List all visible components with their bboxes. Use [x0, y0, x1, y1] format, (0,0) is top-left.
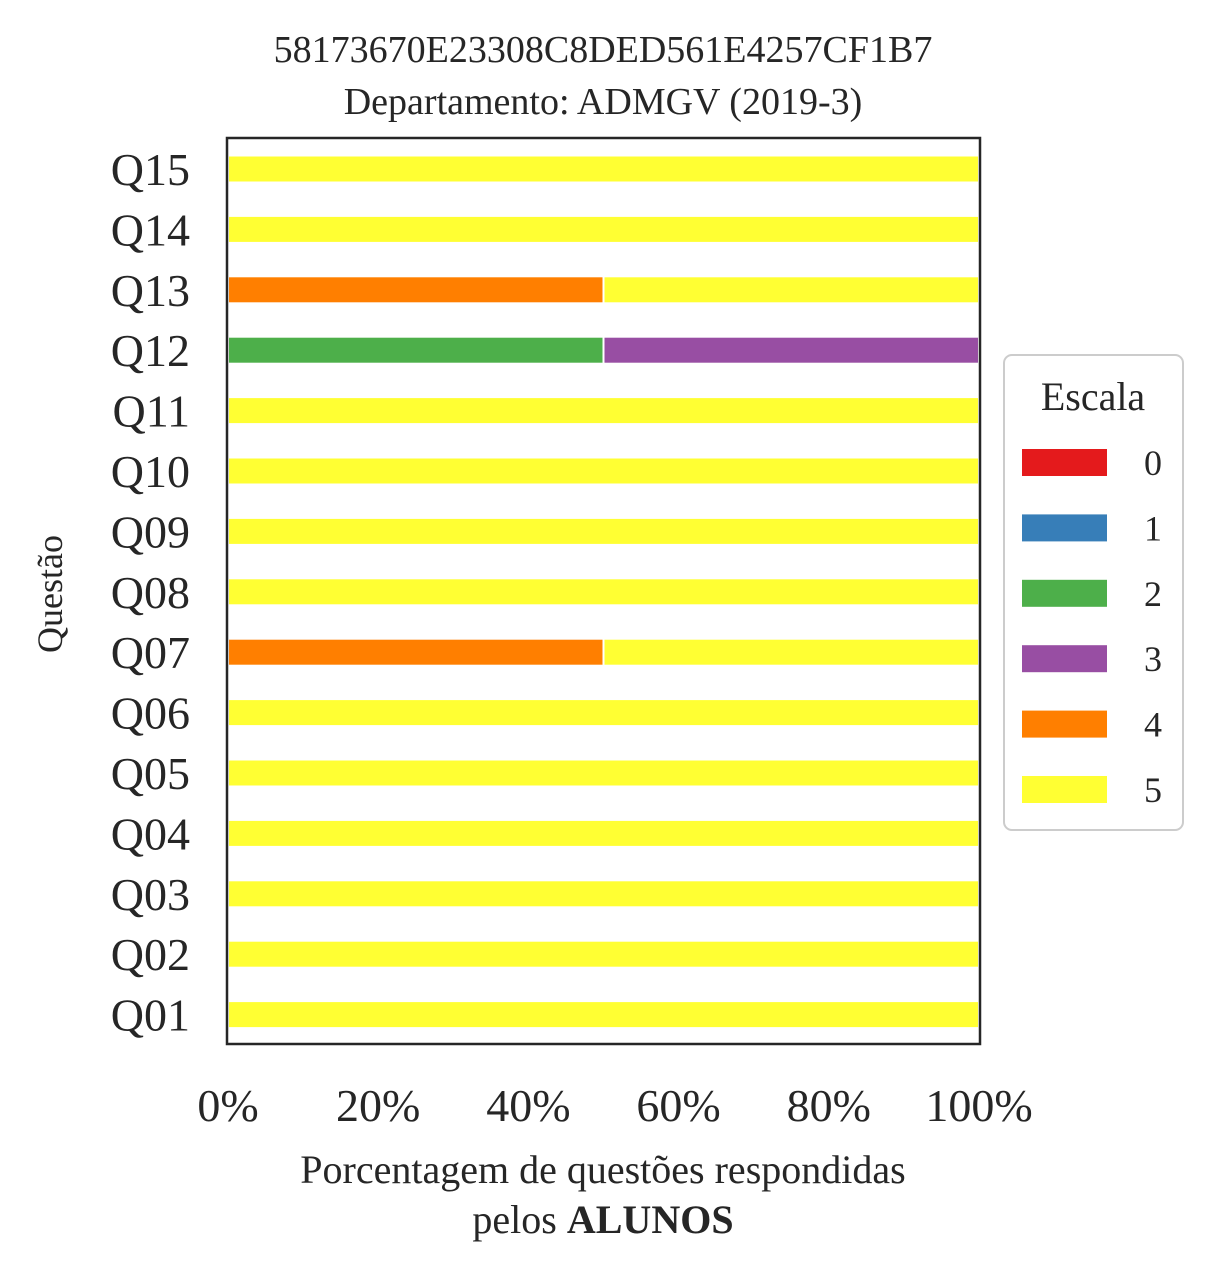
bar-q12-escala-2 — [227, 335, 605, 365]
legend-swatch-5 — [1022, 776, 1107, 803]
y-tick-label-q15: Q15 — [111, 144, 190, 195]
y-tick-label-q02: Q02 — [111, 929, 190, 980]
bar-q14-escala-5 — [227, 214, 980, 244]
bar-q07-escala-4 — [227, 637, 605, 667]
x-tick-label-20: 20% — [336, 1080, 420, 1131]
x-tick-label-60: 60% — [636, 1080, 720, 1131]
legend-label-5: 5 — [1144, 770, 1162, 810]
legend-swatch-3 — [1022, 645, 1107, 673]
y-tick-label-q06: Q06 — [111, 688, 190, 739]
y-tick-label-q03: Q03 — [111, 869, 190, 920]
y-tick-label-q05: Q05 — [111, 748, 190, 799]
bar-q04-escala-5 — [227, 818, 980, 848]
bar-q13-escala-5 — [602, 275, 980, 305]
y-tick-label-q01: Q01 — [111, 990, 190, 1041]
legend-items: 0 1 2 3 4 5 — [1022, 443, 1162, 810]
bar-q10-escala-5 — [227, 456, 980, 486]
legend-label-4: 4 — [1144, 705, 1162, 745]
y-axis-label: Questão — [30, 535, 70, 653]
legend-label-1: 1 — [1144, 508, 1162, 548]
legend-swatch-1 — [1022, 514, 1107, 542]
bar-q15-escala-5 — [227, 154, 980, 184]
bar-q02-escala-5 — [227, 939, 980, 969]
chart-subtitle: Departamento: ADMGV (2019-3) — [344, 81, 863, 123]
legend-swatch-0 — [1022, 449, 1107, 476]
legend: Escala 0 1 2 3 4 5 — [1003, 354, 1184, 831]
bar-q08-escala-5 — [227, 577, 980, 607]
y-tick-label-q10: Q10 — [111, 446, 190, 497]
x-tick-labels: 0% 20% 40% 60% 80% 100% — [197, 1080, 1032, 1131]
x-tick-label-80: 80% — [787, 1080, 871, 1131]
y-tick-label-q12: Q12 — [111, 325, 190, 376]
chart-title: 58173670E23308C8DED561E4257CF1B7 — [274, 29, 933, 71]
y-tick-label-q07: Q07 — [111, 627, 190, 678]
bar-q06-escala-5 — [227, 698, 980, 728]
legend-swatch-2 — [1022, 579, 1107, 607]
bar-q12-escala-3 — [602, 335, 980, 365]
y-tick-label-q14: Q14 — [111, 204, 190, 255]
x-tick-label-0: 0% — [197, 1080, 258, 1131]
y-tick-label-q13: Q13 — [111, 265, 190, 316]
bar-q05-escala-5 — [227, 758, 980, 788]
x-axis-label-bold: ALUNOS — [567, 1197, 734, 1242]
bars-group — [227, 154, 980, 1030]
legend-swatch-4 — [1022, 710, 1107, 738]
x-axis-label-line1: Porcentagem de questões respondidas — [300, 1147, 905, 1192]
x-tick-label-40: 40% — [486, 1080, 570, 1131]
legend-title: Escala — [1041, 374, 1146, 419]
legend-label-3: 3 — [1144, 639, 1162, 679]
bar-q01-escala-5 — [227, 1000, 980, 1030]
bar-q11-escala-5 — [227, 396, 980, 426]
bar-q03-escala-5 — [227, 879, 980, 909]
x-axis-label-line2: pelos ALUNOS — [472, 1197, 733, 1242]
bar-q07-escala-5 — [602, 637, 980, 667]
bar-q09-escala-5 — [227, 516, 980, 546]
y-tick-labels: Q01 Q02 Q03 Q04 Q05 Q06 Q07 Q08 Q09 Q10 Q11 Q12 Q13 Q… — [111, 144, 190, 1041]
y-tick-label-q08: Q08 — [111, 567, 190, 618]
y-tick-label-q11: Q11 — [112, 386, 190, 437]
legend-label-2: 2 — [1144, 574, 1162, 614]
bar-q13-escala-4 — [227, 275, 605, 305]
x-tick-label-100: 100% — [925, 1080, 1032, 1131]
y-tick-label-q04: Q04 — [111, 808, 190, 859]
x-axis-label-prefix: pelos — [472, 1197, 566, 1242]
legend-label-0: 0 — [1144, 443, 1162, 483]
y-tick-label-q09: Q09 — [111, 506, 190, 557]
plot-frame — [225, 136, 982, 1046]
